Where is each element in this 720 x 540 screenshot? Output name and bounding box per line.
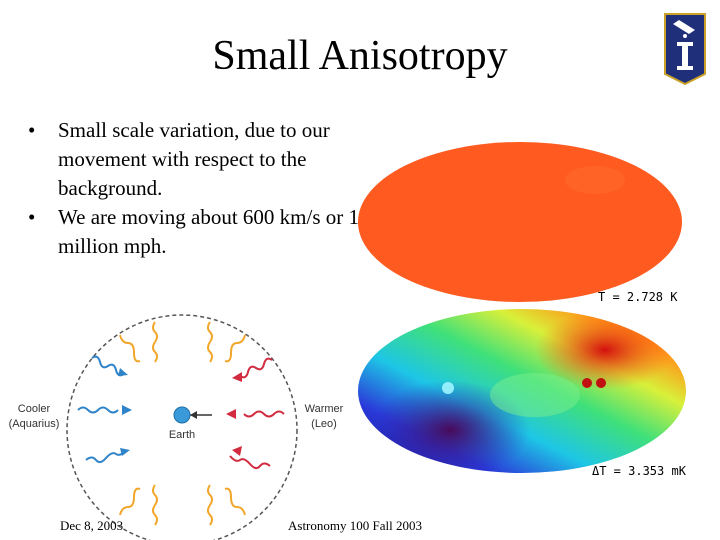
dipole-map-label: ΔT = 3.353 mK	[592, 464, 686, 478]
warmer-label: Warmer	[305, 403, 344, 415]
earth-icon	[173, 406, 191, 424]
bullet-list: • Small scale variation, due to our move…	[28, 116, 378, 261]
dipole-anisotropy-map	[358, 309, 686, 473]
slide-title: Small Anisotropy	[212, 33, 508, 79]
bullet-item: • We are moving about 600 km/s or 1.3 mi…	[28, 203, 378, 261]
university-seal-icon	[664, 13, 706, 86]
warmer-sublabel: (Leo)	[311, 418, 337, 430]
bullet-marker: •	[28, 205, 36, 229]
yellow-waves	[119, 321, 246, 526]
bullet-item: • Small scale variation, due to our move…	[28, 116, 378, 203]
earth-label: Earth	[169, 429, 195, 441]
sky-sphere-outline	[66, 314, 298, 540]
bullet-marker: •	[28, 118, 36, 142]
cooler-sublabel: (Aquarius)	[9, 418, 60, 430]
bullet-text: Small scale variation, due to our moveme…	[58, 118, 330, 200]
earth-motion-diagram: Earth Cooler (Aquarius) Warmer (Leo)	[9, 314, 344, 540]
uniform-temperature-map	[358, 142, 682, 302]
bullet-text: We are moving about 600 km/s or 1.3 mill…	[58, 205, 375, 258]
cooler-label: Cooler	[18, 403, 51, 415]
footer-course: Astronomy 100 Fall 2003	[288, 518, 422, 533]
blue-waves	[77, 355, 127, 464]
footer-date: Dec 8, 2003	[60, 518, 124, 533]
uniform-map-label: T = 2.728 K	[598, 290, 678, 304]
red-waves	[229, 357, 285, 470]
